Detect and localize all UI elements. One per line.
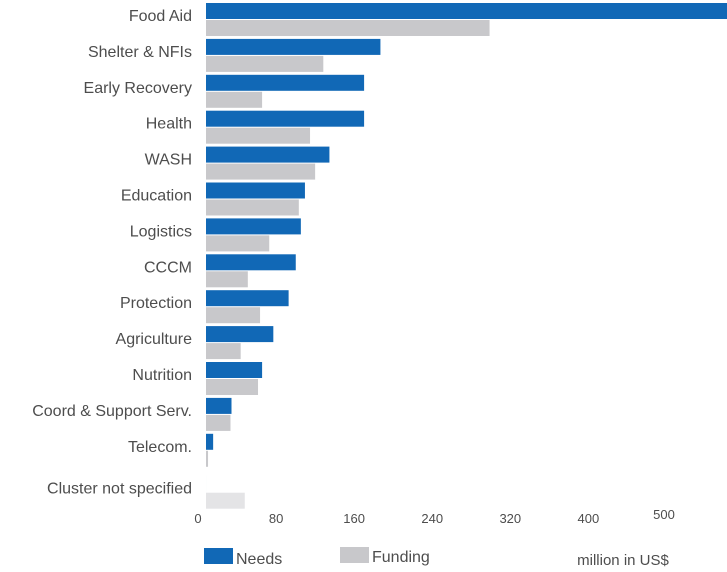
- legend-label-needs: Needs: [236, 551, 282, 568]
- needs-bar: [206, 146, 330, 163]
- x-axis-ticks: 0 80 160 240 320 400 500: [194, 507, 674, 526]
- x-axis-title: million in US$: [577, 552, 669, 569]
- category-label: Logistics: [130, 223, 192, 240]
- funding-bar: [206, 379, 259, 395]
- needs-bar: [206, 397, 232, 414]
- category-labels: Food Aid Shelter & NFIs Early Recovery Heal…: [32, 8, 192, 498]
- needs-bar: [206, 3, 727, 19]
- funding-bar: [206, 307, 261, 324]
- x-tick-label: 400: [578, 511, 600, 526]
- needs-bar: [206, 110, 365, 127]
- funding-bar: [206, 414, 231, 431]
- x-tick-label: 500: [653, 507, 675, 522]
- category-label: Agriculture: [116, 331, 193, 348]
- category-label: Nutrition: [132, 367, 192, 384]
- category-label: CCCM: [144, 259, 192, 276]
- funding-bar: [206, 343, 241, 360]
- category-label: Protection: [120, 295, 192, 312]
- needs-bar: [206, 254, 296, 271]
- bars-group: [206, 3, 727, 509]
- needs-bar: [206, 38, 381, 55]
- legend-swatch-needs: [204, 548, 233, 564]
- funding-bar: [206, 492, 245, 509]
- category-label: Food Aid: [129, 8, 192, 25]
- funding-bar: [206, 91, 263, 108]
- category-label: Coord & Support Serv.: [32, 403, 192, 420]
- needs-bar: [206, 182, 305, 199]
- funding-bar: [206, 127, 311, 144]
- needs-bar: [206, 433, 214, 450]
- funding-bar: [206, 20, 490, 36]
- x-tick-label: 160: [343, 511, 365, 526]
- x-tick-label: 80: [269, 511, 283, 526]
- x-tick-label: 320: [499, 511, 521, 526]
- category-label: Early Recovery: [84, 80, 192, 97]
- funding-bar: [206, 163, 316, 180]
- funding-bar: [206, 55, 324, 72]
- needs-bar: [206, 362, 263, 378]
- needs-bar: [206, 218, 301, 235]
- category-label: WASH: [145, 152, 192, 169]
- legend: Needs Funding: [204, 547, 430, 568]
- needs-bar: [206, 290, 289, 307]
- category-label: Telecom.: [128, 439, 192, 456]
- funding-bar: [206, 271, 248, 288]
- legend-swatch-funding: [340, 547, 369, 563]
- needs-bar: [206, 74, 365, 91]
- funding-bar: [206, 199, 299, 216]
- funding-bar: [206, 450, 209, 467]
- needs-bar: [206, 326, 274, 343]
- category-label: Shelter & NFIs: [88, 44, 192, 61]
- funding-bar: [206, 235, 270, 252]
- category-label: Education: [121, 188, 192, 205]
- category-label: Health: [146, 116, 192, 133]
- x-tick-label: 240: [421, 511, 443, 526]
- legend-label-funding: Funding: [372, 549, 430, 566]
- category-label: Cluster not specified: [47, 481, 192, 498]
- x-tick-label: 0: [194, 511, 201, 526]
